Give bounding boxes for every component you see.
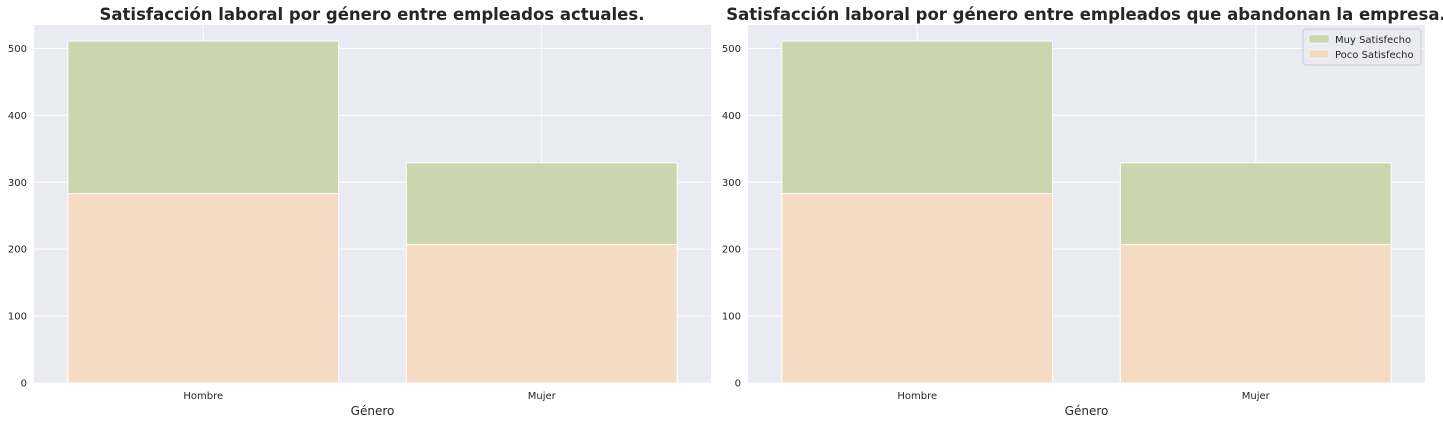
- legend-swatch: [1308, 49, 1330, 59]
- bar-poco-satisfecho-mujer: [405, 243, 678, 384]
- y-tick-label: 500: [8, 44, 27, 55]
- legend-label: Poco Satisfecho: [1335, 50, 1414, 61]
- bar-poco-satisfecho-mujer: [1119, 243, 1392, 384]
- legend-label: Muy Satisfecho: [1335, 35, 1411, 46]
- y-tick-label: 200: [8, 245, 27, 256]
- y-tick-label: 400: [8, 111, 27, 122]
- x-tick-label: Mujer: [528, 391, 557, 402]
- y-tick-label: 500: [722, 44, 741, 55]
- y-tick-label: 300: [8, 178, 27, 189]
- chart-panel-2: 0 100 200 300 400 500 Hombre Mujer Género Satisfa…: [722, 5, 1443, 418]
- legend-box: [1302, 28, 1422, 66]
- y-tick-label: 100: [8, 312, 27, 323]
- x-tick-label: Hombre: [183, 391, 223, 402]
- x-axis-label: Género: [1065, 404, 1109, 418]
- chart-title: Satisfacción laboral por género entre em…: [100, 5, 645, 24]
- y-tick-label: 300: [722, 178, 741, 189]
- chart-panel-1: 0 100 200 300 400 500 Hombre Mujer Género Satisfa…: [8, 5, 711, 418]
- bar-poco-satisfecho-hombre: [781, 193, 1054, 384]
- bar-poco-satisfecho-hombre: [67, 193, 340, 384]
- legend-swatch: [1308, 34, 1330, 44]
- y-tick-label: 0: [21, 379, 27, 390]
- x-axis-label: Género: [351, 404, 395, 418]
- legend: Muy Satisfecho Poco Satisfecho: [1302, 28, 1422, 66]
- x-tick-label: Mujer: [1242, 391, 1271, 402]
- chart-title: Satisfacción laboral por género entre em…: [726, 5, 1443, 24]
- y-tick-label: 100: [722, 312, 741, 323]
- x-tick-label: Hombre: [897, 391, 937, 402]
- y-tick-label: 0: [735, 379, 741, 390]
- y-tick-label: 200: [722, 245, 741, 256]
- y-tick-label: 400: [722, 111, 741, 122]
